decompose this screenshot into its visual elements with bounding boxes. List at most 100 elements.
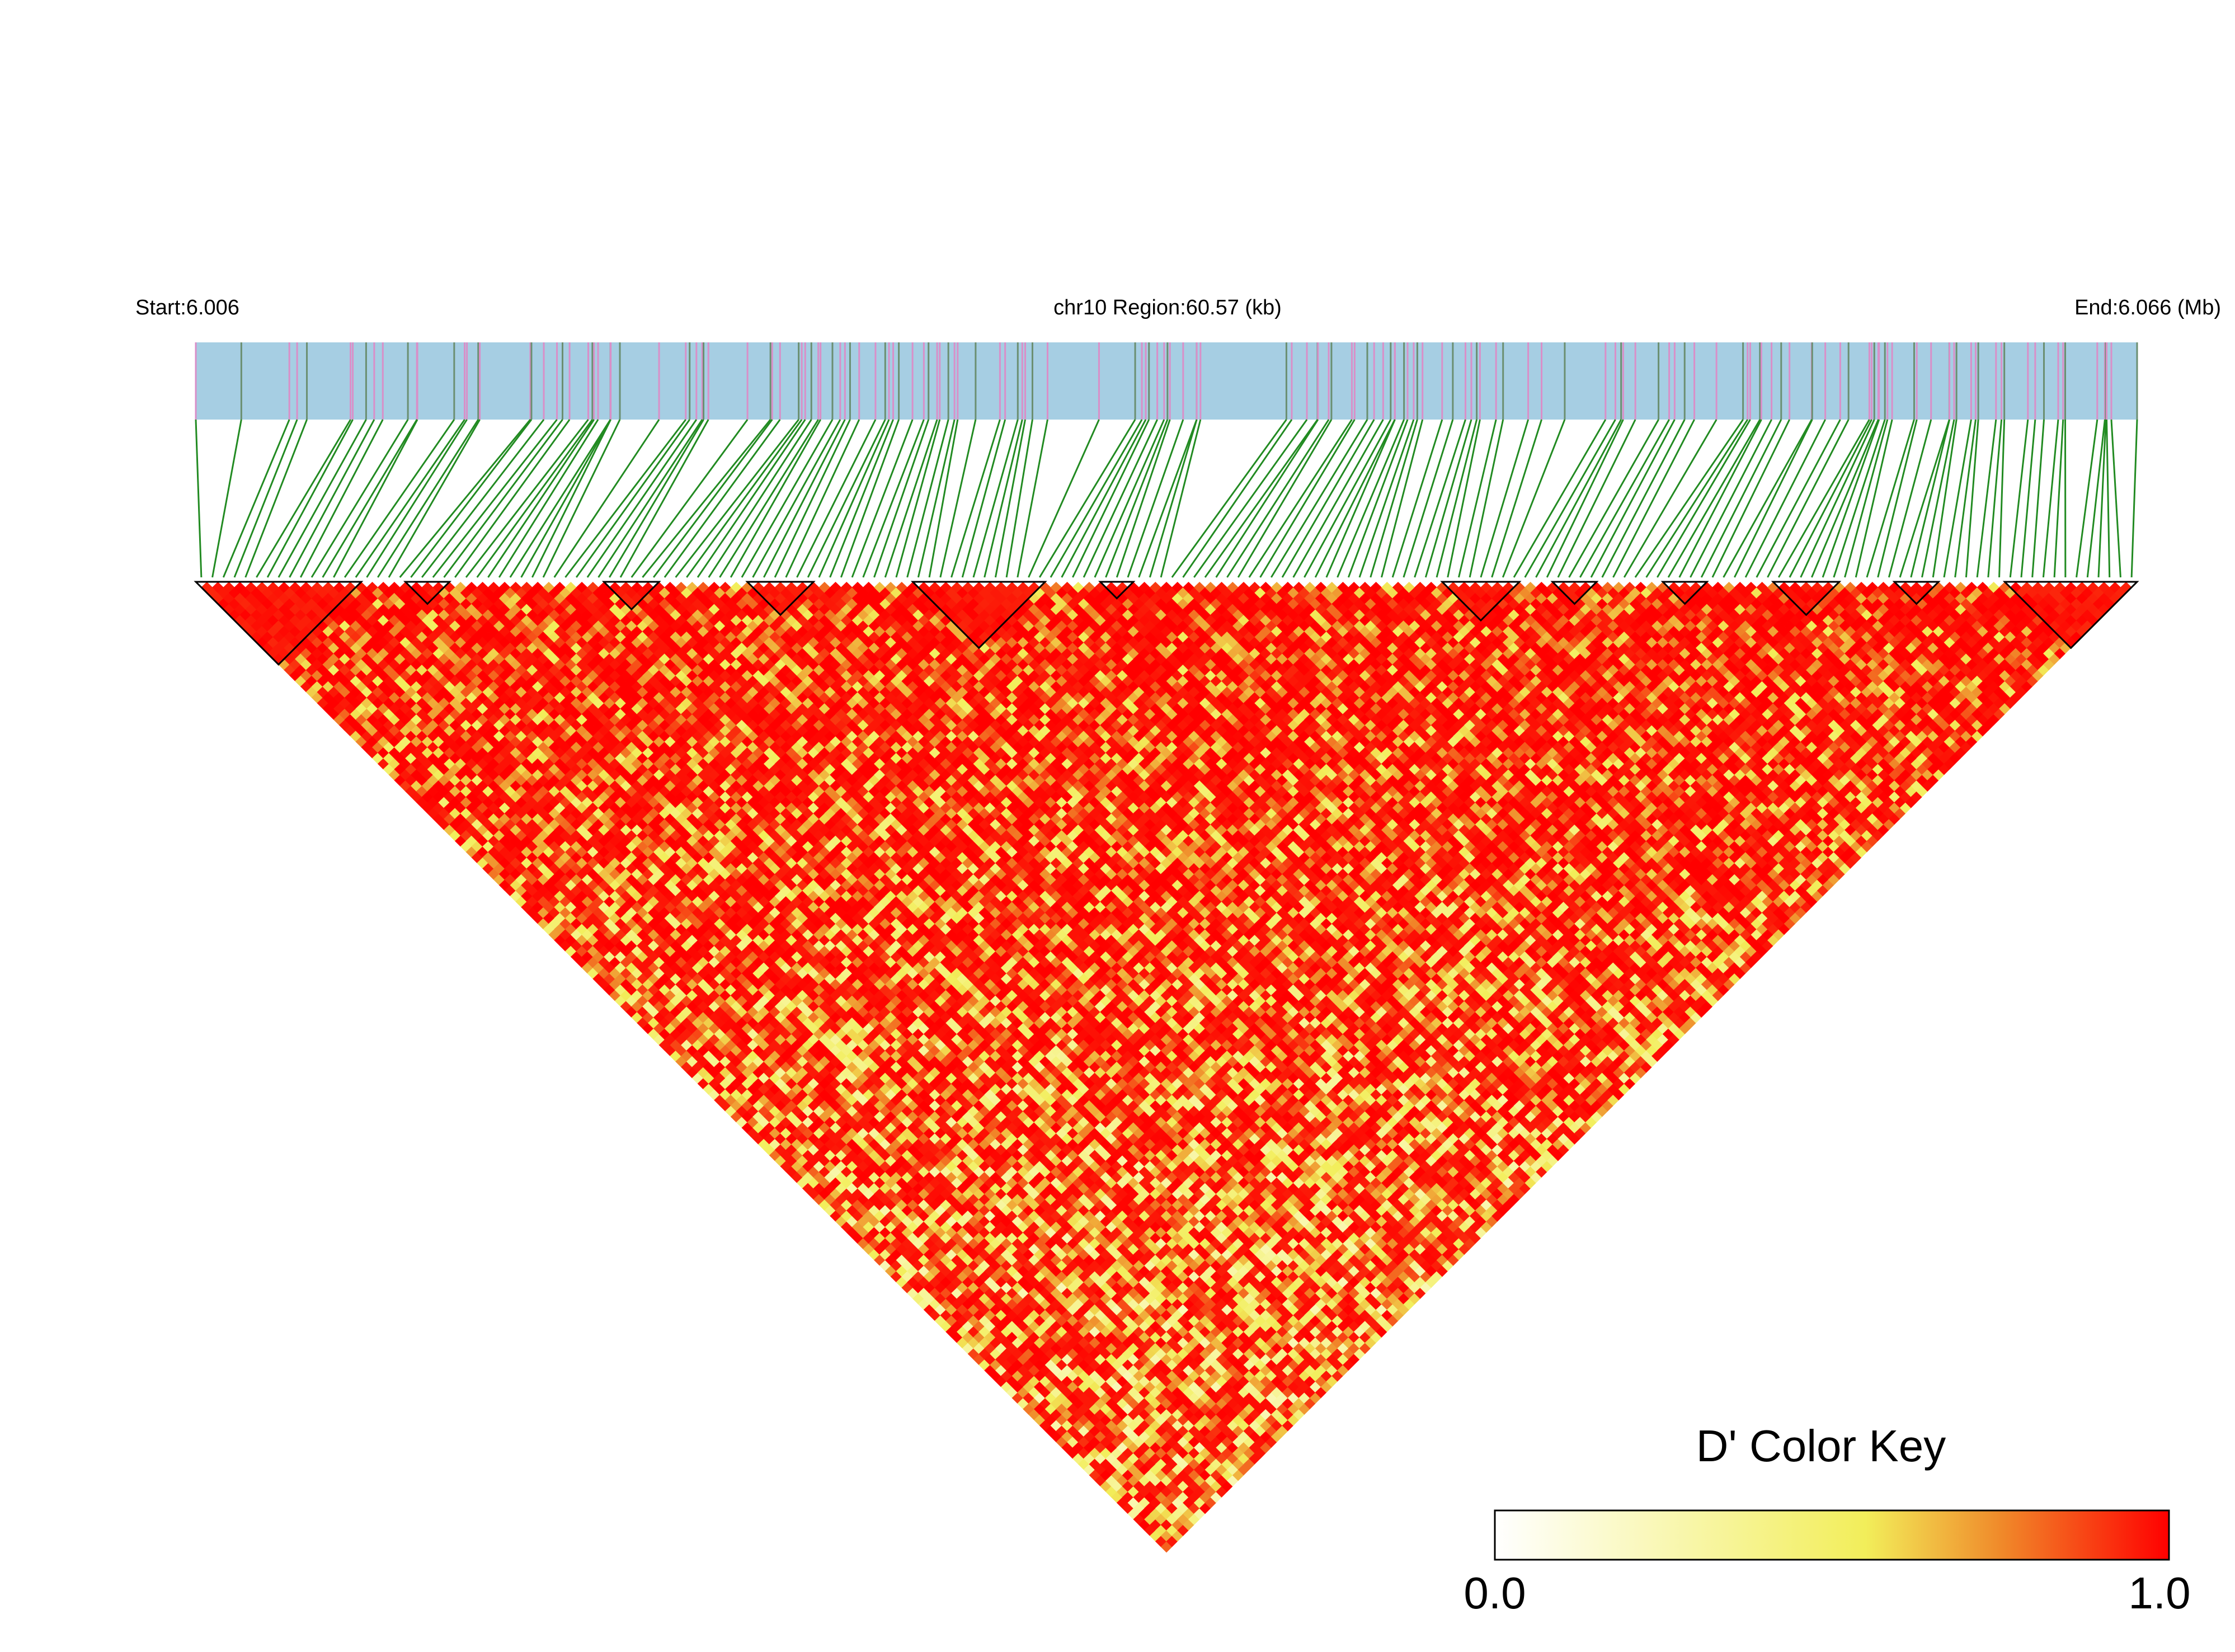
marker-connector <box>642 419 771 578</box>
marker-connector <box>1304 419 1392 578</box>
marker-connector <box>1965 419 1979 578</box>
marker-connector <box>1535 419 1622 578</box>
marker-connector <box>818 419 890 578</box>
marker-connector <box>586 419 698 578</box>
marker-connector <box>1844 419 1889 578</box>
marker-connector <box>1568 419 1659 578</box>
start-label: Start:6.006 <box>135 296 239 319</box>
marker-connector <box>1028 419 1100 578</box>
ld-cell <box>223 582 235 594</box>
marker-connector <box>388 419 481 578</box>
marker-connector <box>730 419 821 578</box>
marker-connector <box>377 419 479 578</box>
marker-connector <box>609 419 704 578</box>
end-label: End:6.066 (Mb) <box>2074 296 2221 319</box>
marker-connector <box>1810 419 1879 578</box>
marker-connector <box>1921 419 1955 578</box>
marker-connector <box>1546 419 1624 578</box>
marker-connector <box>1127 419 1184 578</box>
marker-connector <box>1149 419 1198 578</box>
marker-connector <box>277 419 367 578</box>
marker-connector <box>1358 419 1415 578</box>
marker-connector <box>796 419 877 578</box>
region-title: chr10 Region:60.57 (kb) <box>1053 296 1282 319</box>
marker-connector <box>1601 419 1686 578</box>
marker-connector <box>2009 419 2029 578</box>
marker-connector <box>1667 419 1761 578</box>
ld-cell <box>256 582 268 594</box>
marker-connector <box>951 419 1001 578</box>
marker-connector <box>697 419 806 578</box>
marker-connector <box>807 419 886 578</box>
marker-connector <box>829 419 894 578</box>
marker-connector <box>333 419 418 578</box>
marker-connector <box>509 419 611 578</box>
marker-connector <box>1767 419 1850 578</box>
marker-connector <box>2076 419 2098 578</box>
marker-connector <box>1083 419 1158 578</box>
marker-connector <box>1072 419 1150 578</box>
marker-connector <box>1899 419 1950 578</box>
marker-connector <box>840 419 900 578</box>
marker-connector <box>454 419 571 578</box>
marker-connector <box>1513 419 1607 578</box>
marker-connector <box>1105 419 1169 578</box>
marker-connector <box>873 419 930 578</box>
marker-connector <box>619 419 709 578</box>
marker-connectors <box>195 419 2138 578</box>
marker-connector <box>763 419 846 578</box>
ld-cell <box>212 582 224 594</box>
marker-connector <box>531 419 611 578</box>
marker-connector <box>1976 419 1997 578</box>
marker-connector <box>1998 419 2006 578</box>
marker-connector <box>1050 419 1143 578</box>
marker-connector <box>399 419 531 578</box>
marker-connector <box>1612 419 1695 578</box>
marker-connector <box>2106 419 2111 578</box>
marker-connector <box>1292 419 1384 578</box>
marker-connector <box>1017 419 1048 578</box>
marker-connector <box>542 419 621 578</box>
marker-connector <box>1347 419 1409 578</box>
marker-connector <box>1524 419 1616 578</box>
marker-connector <box>1910 419 1951 578</box>
marker-connector <box>1038 419 1136 578</box>
marker-connector <box>1403 419 1454 578</box>
marker-connector <box>774 419 851 578</box>
marker-connector <box>686 419 803 578</box>
marker-connector <box>1138 419 1198 578</box>
marker-connector <box>1690 419 1772 578</box>
marker-connector <box>664 419 781 578</box>
marker-connector <box>1215 419 1319 578</box>
marker-connector <box>1700 419 1782 578</box>
marker-connector <box>553 419 660 578</box>
marker-connector <box>1491 419 1542 578</box>
marker-connector <box>1314 419 1396 578</box>
marker-connector <box>994 419 1026 578</box>
marker-connector <box>1237 419 1333 578</box>
marker-connector <box>432 419 558 578</box>
marker-connector <box>1678 419 1762 578</box>
marker-connector <box>939 419 977 578</box>
marker-connector <box>1657 419 1751 578</box>
marker-connector <box>1744 419 1826 578</box>
marker-connector <box>1756 419 1841 578</box>
marker-connector <box>1888 419 1932 578</box>
marker-connector <box>2086 419 2106 578</box>
snp-ticks <box>195 342 2138 420</box>
marker-connector <box>1391 419 1443 578</box>
marker-connector <box>675 419 799 578</box>
marker-connector <box>476 419 594 578</box>
marker-connector <box>2020 419 2036 578</box>
marker-connector <box>862 419 925 578</box>
marker-connector <box>1469 419 1504 578</box>
marker-connector <box>1414 419 1466 578</box>
marker-connector <box>487 419 595 578</box>
marker-connector <box>310 419 409 578</box>
marker-connector <box>1171 419 1287 578</box>
marker-connector <box>1645 419 1749 578</box>
marker-connector <box>1557 419 1636 578</box>
marker-connector <box>1954 419 1977 578</box>
marker-connector <box>1877 419 1918 578</box>
marker-connector <box>1436 419 1478 578</box>
